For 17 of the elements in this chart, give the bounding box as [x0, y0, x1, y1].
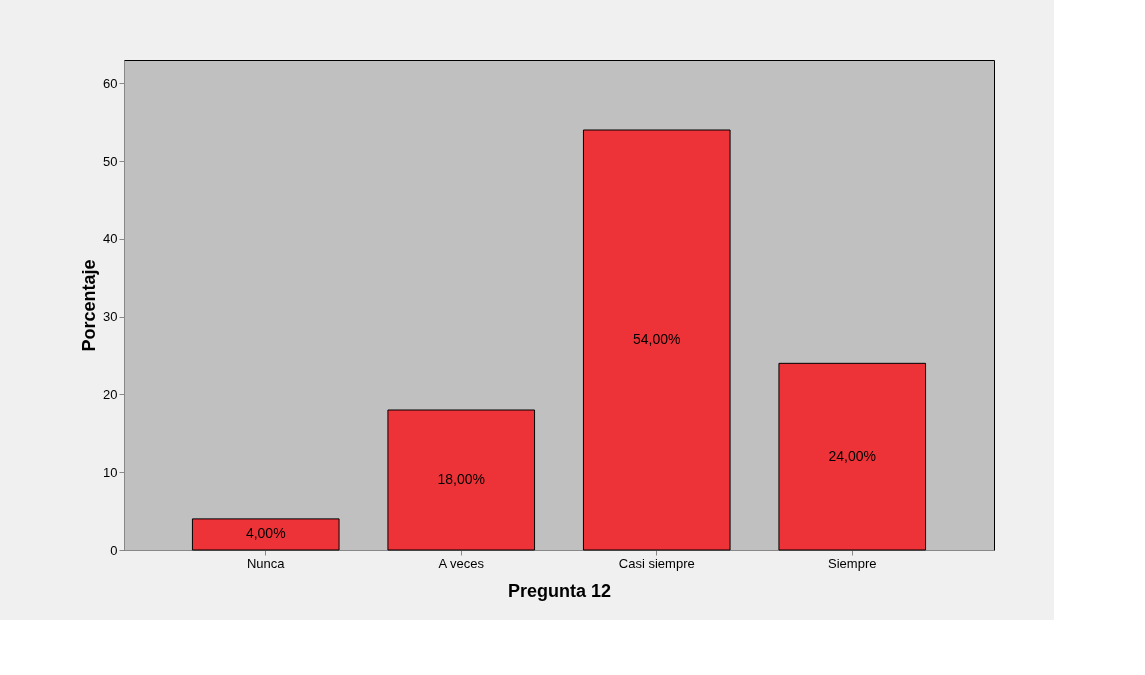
- y-tick-label: 50: [103, 153, 118, 169]
- data-label: 18,00%: [437, 471, 485, 487]
- y-tick-label: 30: [103, 309, 118, 325]
- y-tick-label: 40: [103, 231, 118, 247]
- x-axis-title: Pregunta 12: [507, 580, 612, 601]
- y-tick-label: 10: [103, 464, 118, 480]
- x-tick-label: A veces: [438, 555, 485, 571]
- y-tick-label: 20: [103, 386, 118, 402]
- y-tick-label: 0: [110, 542, 118, 558]
- y-axis-title: Porcentaje: [79, 259, 100, 352]
- data-label: 54,00%: [633, 331, 681, 347]
- x-tick-label: Nunca: [246, 555, 286, 571]
- data-label: 24,00%: [828, 447, 876, 464]
- y-tick-label: 60: [103, 75, 118, 91]
- x-tick-label: Casi siempre: [618, 555, 695, 571]
- data-label: 4,00%: [245, 525, 286, 542]
- x-tick-label: Siempre: [828, 555, 877, 571]
